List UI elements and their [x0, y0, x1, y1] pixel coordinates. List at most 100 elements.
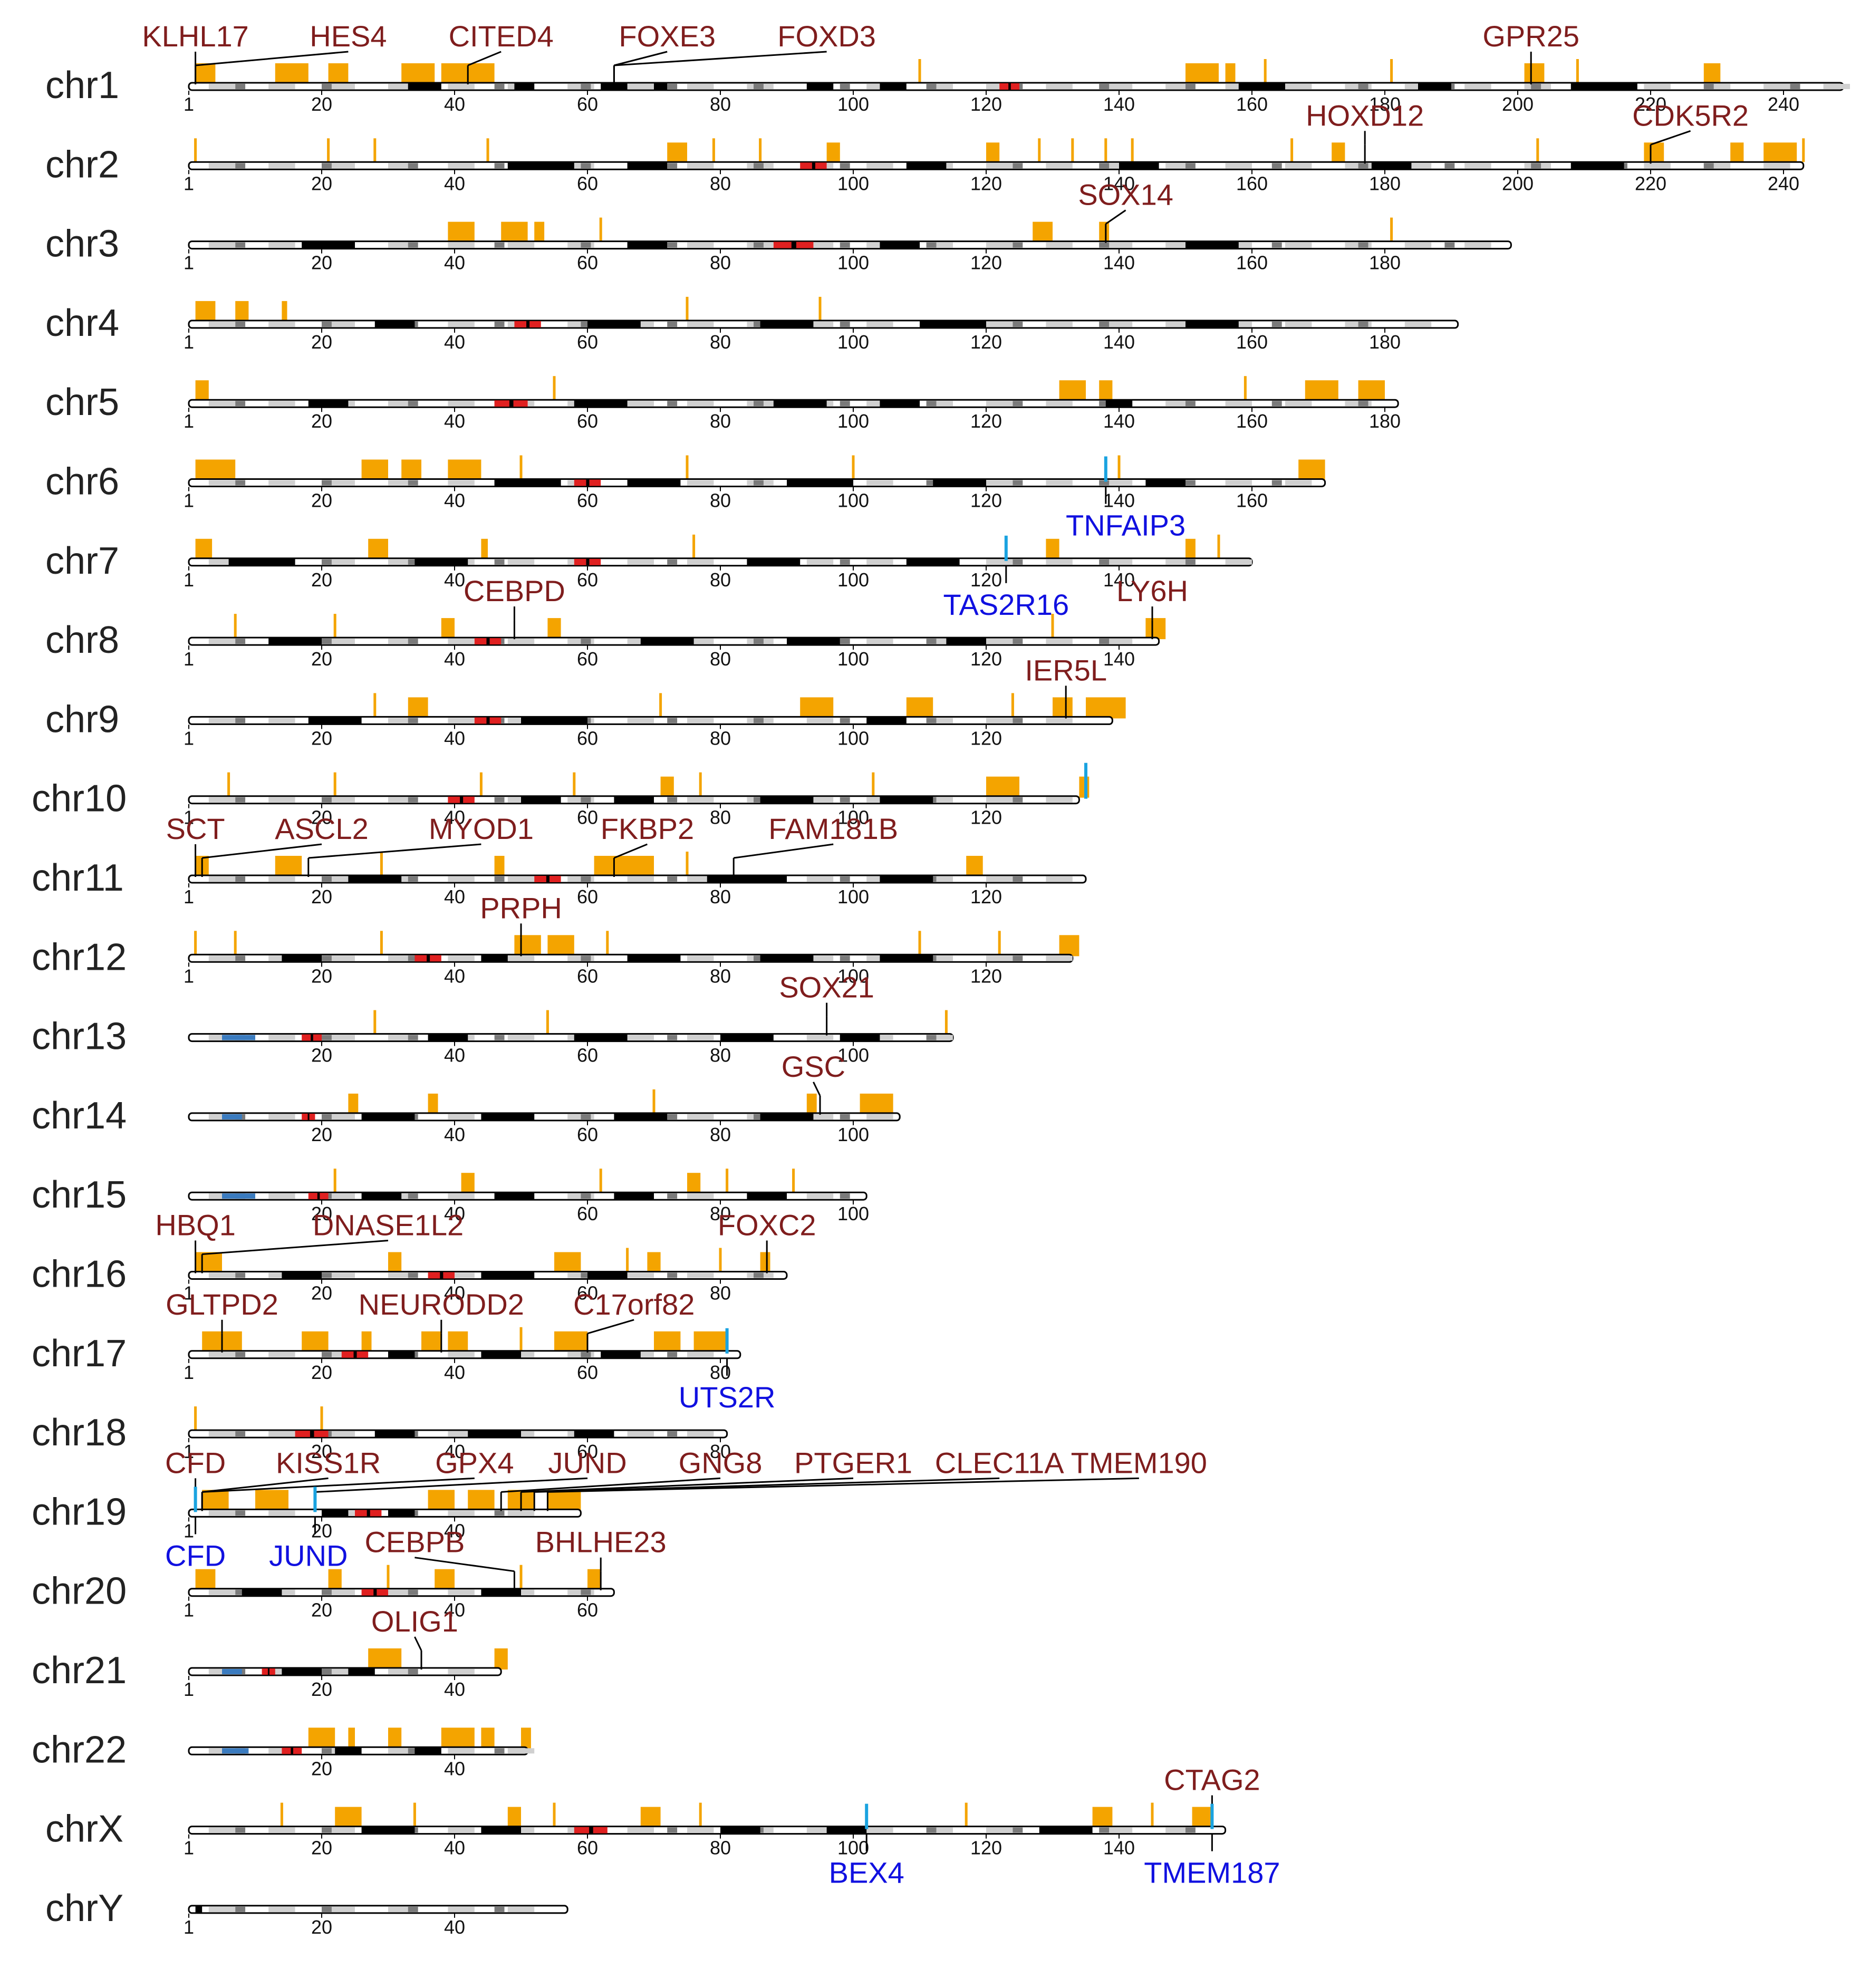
- tick-label: 140: [1103, 569, 1135, 591]
- cytoband-light: [1046, 321, 1073, 327]
- cytoband-light: [1285, 401, 1312, 407]
- region-marker: [692, 534, 696, 558]
- cytoband-dark: [627, 242, 668, 248]
- cytoband-light: [448, 242, 475, 248]
- cytoband-light: [567, 876, 594, 882]
- cytoband-light: [507, 639, 535, 644]
- cytoband-light: [687, 1272, 714, 1278]
- gene-label-up: FOXD3: [777, 20, 876, 53]
- cytoband-dark: [282, 955, 322, 962]
- cytoband-dark: [1371, 162, 1412, 169]
- cytoband-mid: [235, 639, 246, 644]
- cytoband-dark: [1570, 83, 1637, 90]
- gene-label-up: HBQ1: [155, 1209, 236, 1242]
- tick-label: 40: [444, 1520, 465, 1541]
- region-marker: [1290, 138, 1294, 162]
- cytoband-mid: [1185, 163, 1196, 169]
- gene-leader: [467, 51, 502, 66]
- enriched-region: [860, 1093, 893, 1115]
- tick-label: 160: [1236, 252, 1268, 274]
- cytoband-mid: [494, 1510, 505, 1516]
- cytoband-mid: [1013, 559, 1023, 565]
- region-marker: [380, 931, 383, 955]
- cytoband-light: [1046, 401, 1073, 407]
- cytoband-light: [1345, 401, 1372, 407]
- gene-label-up: CITED4: [449, 20, 554, 53]
- cytoband-light: [1285, 84, 1312, 89]
- cytoband-light: [687, 321, 714, 327]
- cytoband-mid: [322, 84, 332, 89]
- cytoband-light: [448, 876, 475, 882]
- region-marker: [573, 772, 576, 796]
- tick-label: 40: [444, 1124, 465, 1145]
- cytoband-light: [1464, 242, 1491, 248]
- cytoband-mid: [322, 1114, 332, 1120]
- cytoband-dark: [481, 1589, 521, 1596]
- cytoband-mid: [926, 639, 937, 644]
- enriched-region: [494, 856, 505, 877]
- enriched-region: [554, 1252, 581, 1273]
- cytoband-dark: [1185, 242, 1239, 248]
- enriched-region: [587, 1569, 601, 1590]
- gene-leader: [520, 1477, 854, 1493]
- region-marker: [759, 138, 762, 162]
- cytoband-mid: [667, 1193, 678, 1199]
- enriched-region: [448, 459, 481, 481]
- enriched-region: [1730, 142, 1744, 164]
- cytoband-light: [866, 956, 893, 961]
- tick-label: 80: [710, 965, 731, 987]
- cytoband-mid: [840, 84, 850, 89]
- region-marker: [519, 1565, 523, 1589]
- cytoband-mid: [667, 1114, 678, 1120]
- cytoband-light: [687, 1193, 714, 1199]
- cytoband-dark: [268, 638, 322, 645]
- cytoband-light: [1345, 84, 1372, 89]
- cytoband-dark: [906, 558, 960, 565]
- cytoband-mid: [408, 1035, 418, 1040]
- cytoband-light: [687, 1352, 714, 1357]
- gene-label-up: PTGER1: [794, 1446, 912, 1479]
- tick-label: 80: [710, 252, 731, 274]
- tick-label: 1: [184, 93, 194, 115]
- cytoband-light: [388, 84, 415, 89]
- cytoband-mid: [408, 401, 418, 407]
- gene-label-up: SOX14: [1078, 178, 1173, 211]
- chromosome-chr13: chr13 20 40 60 80 100 SOX21: [32, 971, 954, 1066]
- cytoband-mid: [667, 1035, 678, 1040]
- cytoband-mid: [840, 1193, 850, 1199]
- enriched-region: [1145, 618, 1166, 640]
- tick-label: 220: [1635, 93, 1666, 115]
- cytoband-mid: [667, 797, 678, 803]
- tick-label: 140: [1103, 648, 1135, 670]
- cytoband-mid: [494, 163, 505, 169]
- cytoband-light: [448, 1748, 475, 1754]
- tick-label: 1: [184, 252, 194, 274]
- down-marker: [313, 1487, 317, 1512]
- enriched-region: [481, 1728, 495, 1749]
- cytoband-light: [208, 1352, 236, 1357]
- chromosome-label: chr13: [32, 1016, 127, 1058]
- cytoband-light: [687, 163, 714, 169]
- tick-label: 60: [577, 1837, 598, 1859]
- region-marker: [726, 1169, 729, 1193]
- cytoband-light: [208, 480, 236, 486]
- cytoband-mid: [667, 401, 678, 407]
- cytoband-light: [986, 1827, 1013, 1833]
- cytoband-mid: [494, 321, 505, 327]
- tick-label: 20: [311, 648, 332, 670]
- tick-label: 80: [710, 410, 731, 432]
- cytoband-dark: [322, 1510, 349, 1517]
- tick-label: 1: [184, 1282, 194, 1304]
- cytoband-mid: [235, 480, 246, 486]
- tick-label: 20: [311, 1282, 332, 1304]
- centromere-notch: [509, 400, 514, 407]
- cytoband-dark: [1238, 83, 1285, 90]
- gene-leader: [614, 51, 827, 66]
- cytoband-light: [1644, 84, 1671, 89]
- cytoband-dark: [880, 242, 920, 248]
- cytoband-light: [806, 1827, 834, 1833]
- cytoband-light: [627, 84, 654, 89]
- cytoband-light: [926, 797, 953, 803]
